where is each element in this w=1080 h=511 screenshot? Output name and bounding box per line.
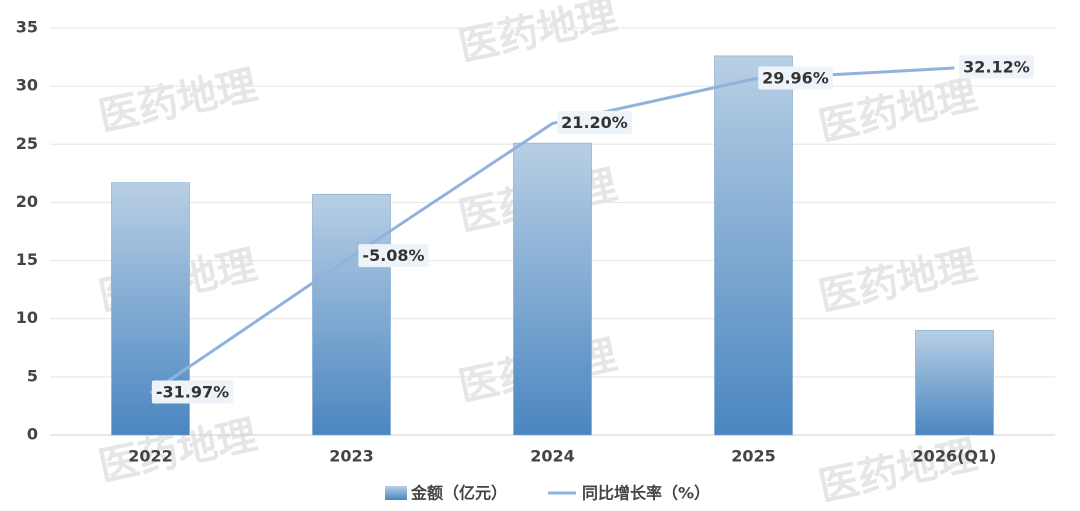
x-tick-label: 2022 <box>128 447 173 466</box>
bar <box>513 142 592 436</box>
legend-swatch <box>385 486 407 500</box>
watermark: 医药地理 <box>455 0 621 71</box>
value-label: 29.96% <box>762 69 829 88</box>
value-label: 32.12% <box>963 58 1030 77</box>
value-label-box <box>151 380 234 404</box>
value-label: 21.20% <box>561 113 628 132</box>
value-label-box <box>358 244 429 268</box>
value-label-box <box>758 66 833 90</box>
value-label-box <box>557 110 632 134</box>
watermark: 医药地理 <box>815 432 981 510</box>
y-tick-label: 25 <box>16 134 38 153</box>
x-tick-label: 2023 <box>329 447 374 466</box>
y-tick-label: 15 <box>16 250 38 269</box>
x-tick-label: 2025 <box>731 447 776 466</box>
y-tick-label: 30 <box>16 76 38 95</box>
value-label-box <box>959 55 1034 79</box>
y-tick-label: 20 <box>16 192 38 211</box>
value-label: -31.97% <box>156 383 229 402</box>
y-tick-label: 10 <box>16 308 38 327</box>
legend-label: 同比增长率（%） <box>582 484 710 503</box>
legend-label: 金额（亿元） <box>410 484 507 503</box>
watermark: 医药地理 <box>815 72 981 150</box>
y-tick-label: 5 <box>27 366 38 385</box>
y-tick-label: 0 <box>27 425 38 444</box>
bar <box>915 330 994 436</box>
bar <box>312 193 391 436</box>
watermark: 医药地理 <box>815 242 981 320</box>
x-tick-label: 2026(Q1) <box>913 447 997 466</box>
bar <box>714 55 793 436</box>
value-label: -5.08% <box>362 246 424 265</box>
watermark: 医药地理 <box>95 62 261 140</box>
y-tick-label: 35 <box>16 18 38 37</box>
x-tick-label: 2024 <box>530 447 575 466</box>
